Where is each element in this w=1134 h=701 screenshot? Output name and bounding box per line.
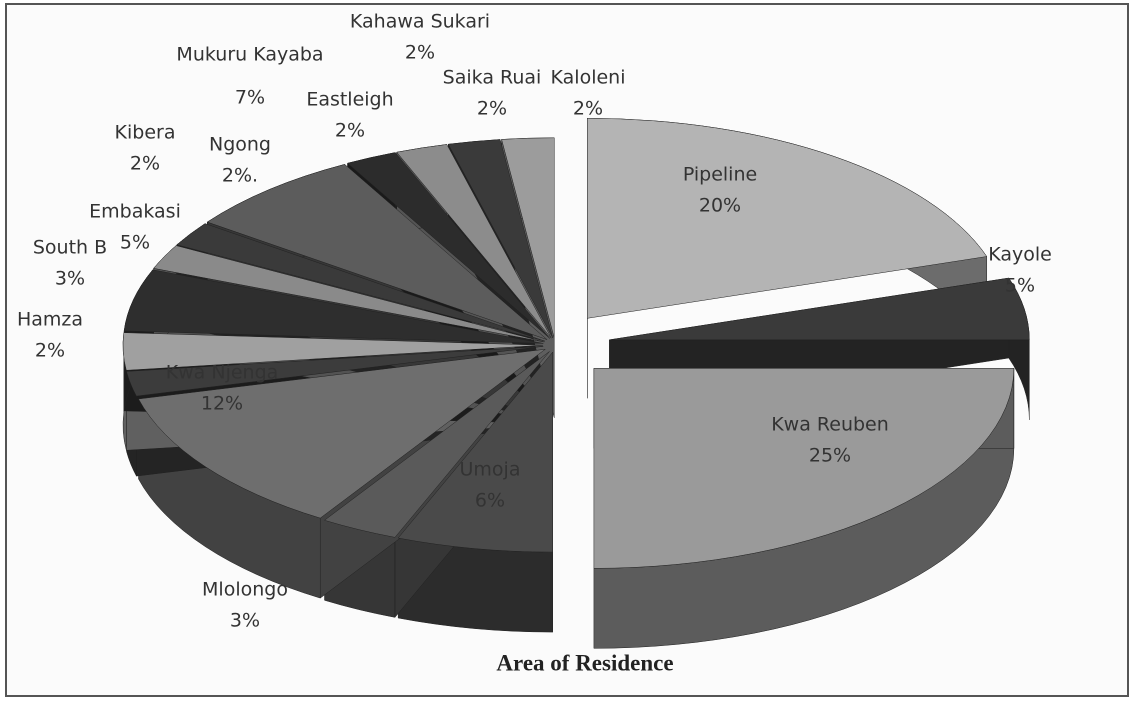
slice-value-label: 7% xyxy=(235,87,265,109)
pie-slice xyxy=(397,351,554,553)
pie-slice xyxy=(593,368,1015,569)
slice-label: Eastleigh xyxy=(306,89,393,111)
slice-label: Kaloleni xyxy=(551,67,626,89)
slice-value-label: 3% xyxy=(55,268,85,290)
slice-label: Embakasi xyxy=(89,201,181,223)
slice-value-label: 25% xyxy=(809,445,851,467)
pie-slice xyxy=(323,351,550,538)
slice-label: South B xyxy=(33,237,107,259)
chart-title: Area of Residence xyxy=(496,650,673,675)
pie-slice xyxy=(126,346,544,397)
slice-label: Hamza xyxy=(17,309,83,331)
pie-labels: Pipeline 20% Kayole 5% Kwa Reuben 25% Umoja 6% M… xyxy=(17,11,1052,632)
slice-value-label: 12% xyxy=(201,393,243,415)
slice-label: Pipeline xyxy=(683,164,757,186)
pie-slice xyxy=(587,118,988,319)
slice-label: Kwa Njenga xyxy=(166,362,279,384)
slice-value-label: 2% xyxy=(335,120,365,142)
slice-value-label: 2% xyxy=(130,153,160,175)
pie-slice xyxy=(123,269,544,344)
slice-label: Mukuru Kayaba xyxy=(176,44,323,66)
slice-label: Ngong xyxy=(209,134,271,156)
slice-label: Kwa Reuben xyxy=(771,414,889,436)
pie-slice xyxy=(609,277,1030,341)
slice-value-label: 2% xyxy=(405,42,435,64)
slice-label: Kayole xyxy=(988,244,1052,266)
slice-value-label: 20% xyxy=(699,195,741,217)
pie-slice xyxy=(206,164,548,340)
pie-slice xyxy=(138,348,547,519)
slice-value-label: 2%. xyxy=(222,165,258,187)
slice-value-label: 2% xyxy=(35,340,65,362)
slice-value-label: 2% xyxy=(573,98,603,120)
pie-slice xyxy=(347,152,551,339)
slice-value-label: 5% xyxy=(1005,275,1035,297)
slice-label: Saika Ruai xyxy=(443,67,542,89)
slice-value-label: 6% xyxy=(475,490,505,512)
pie-tops xyxy=(122,118,1030,569)
slice-value-label: 5% xyxy=(120,232,150,254)
pie-slice xyxy=(447,139,553,339)
slice-label: Kibera xyxy=(115,122,176,144)
slice-label: Kahawa Sukari xyxy=(350,11,490,33)
pie-slice xyxy=(396,144,552,339)
pie-slice xyxy=(176,223,545,342)
pie-slice xyxy=(501,137,555,338)
slice-value-label: 3% xyxy=(230,610,260,632)
slice-label: Mlolongo xyxy=(202,579,288,601)
slice-value-label: 2% xyxy=(477,98,507,120)
slice-label: Umoja xyxy=(460,459,521,481)
pie-slice xyxy=(153,245,545,343)
pie-slice xyxy=(122,332,544,371)
